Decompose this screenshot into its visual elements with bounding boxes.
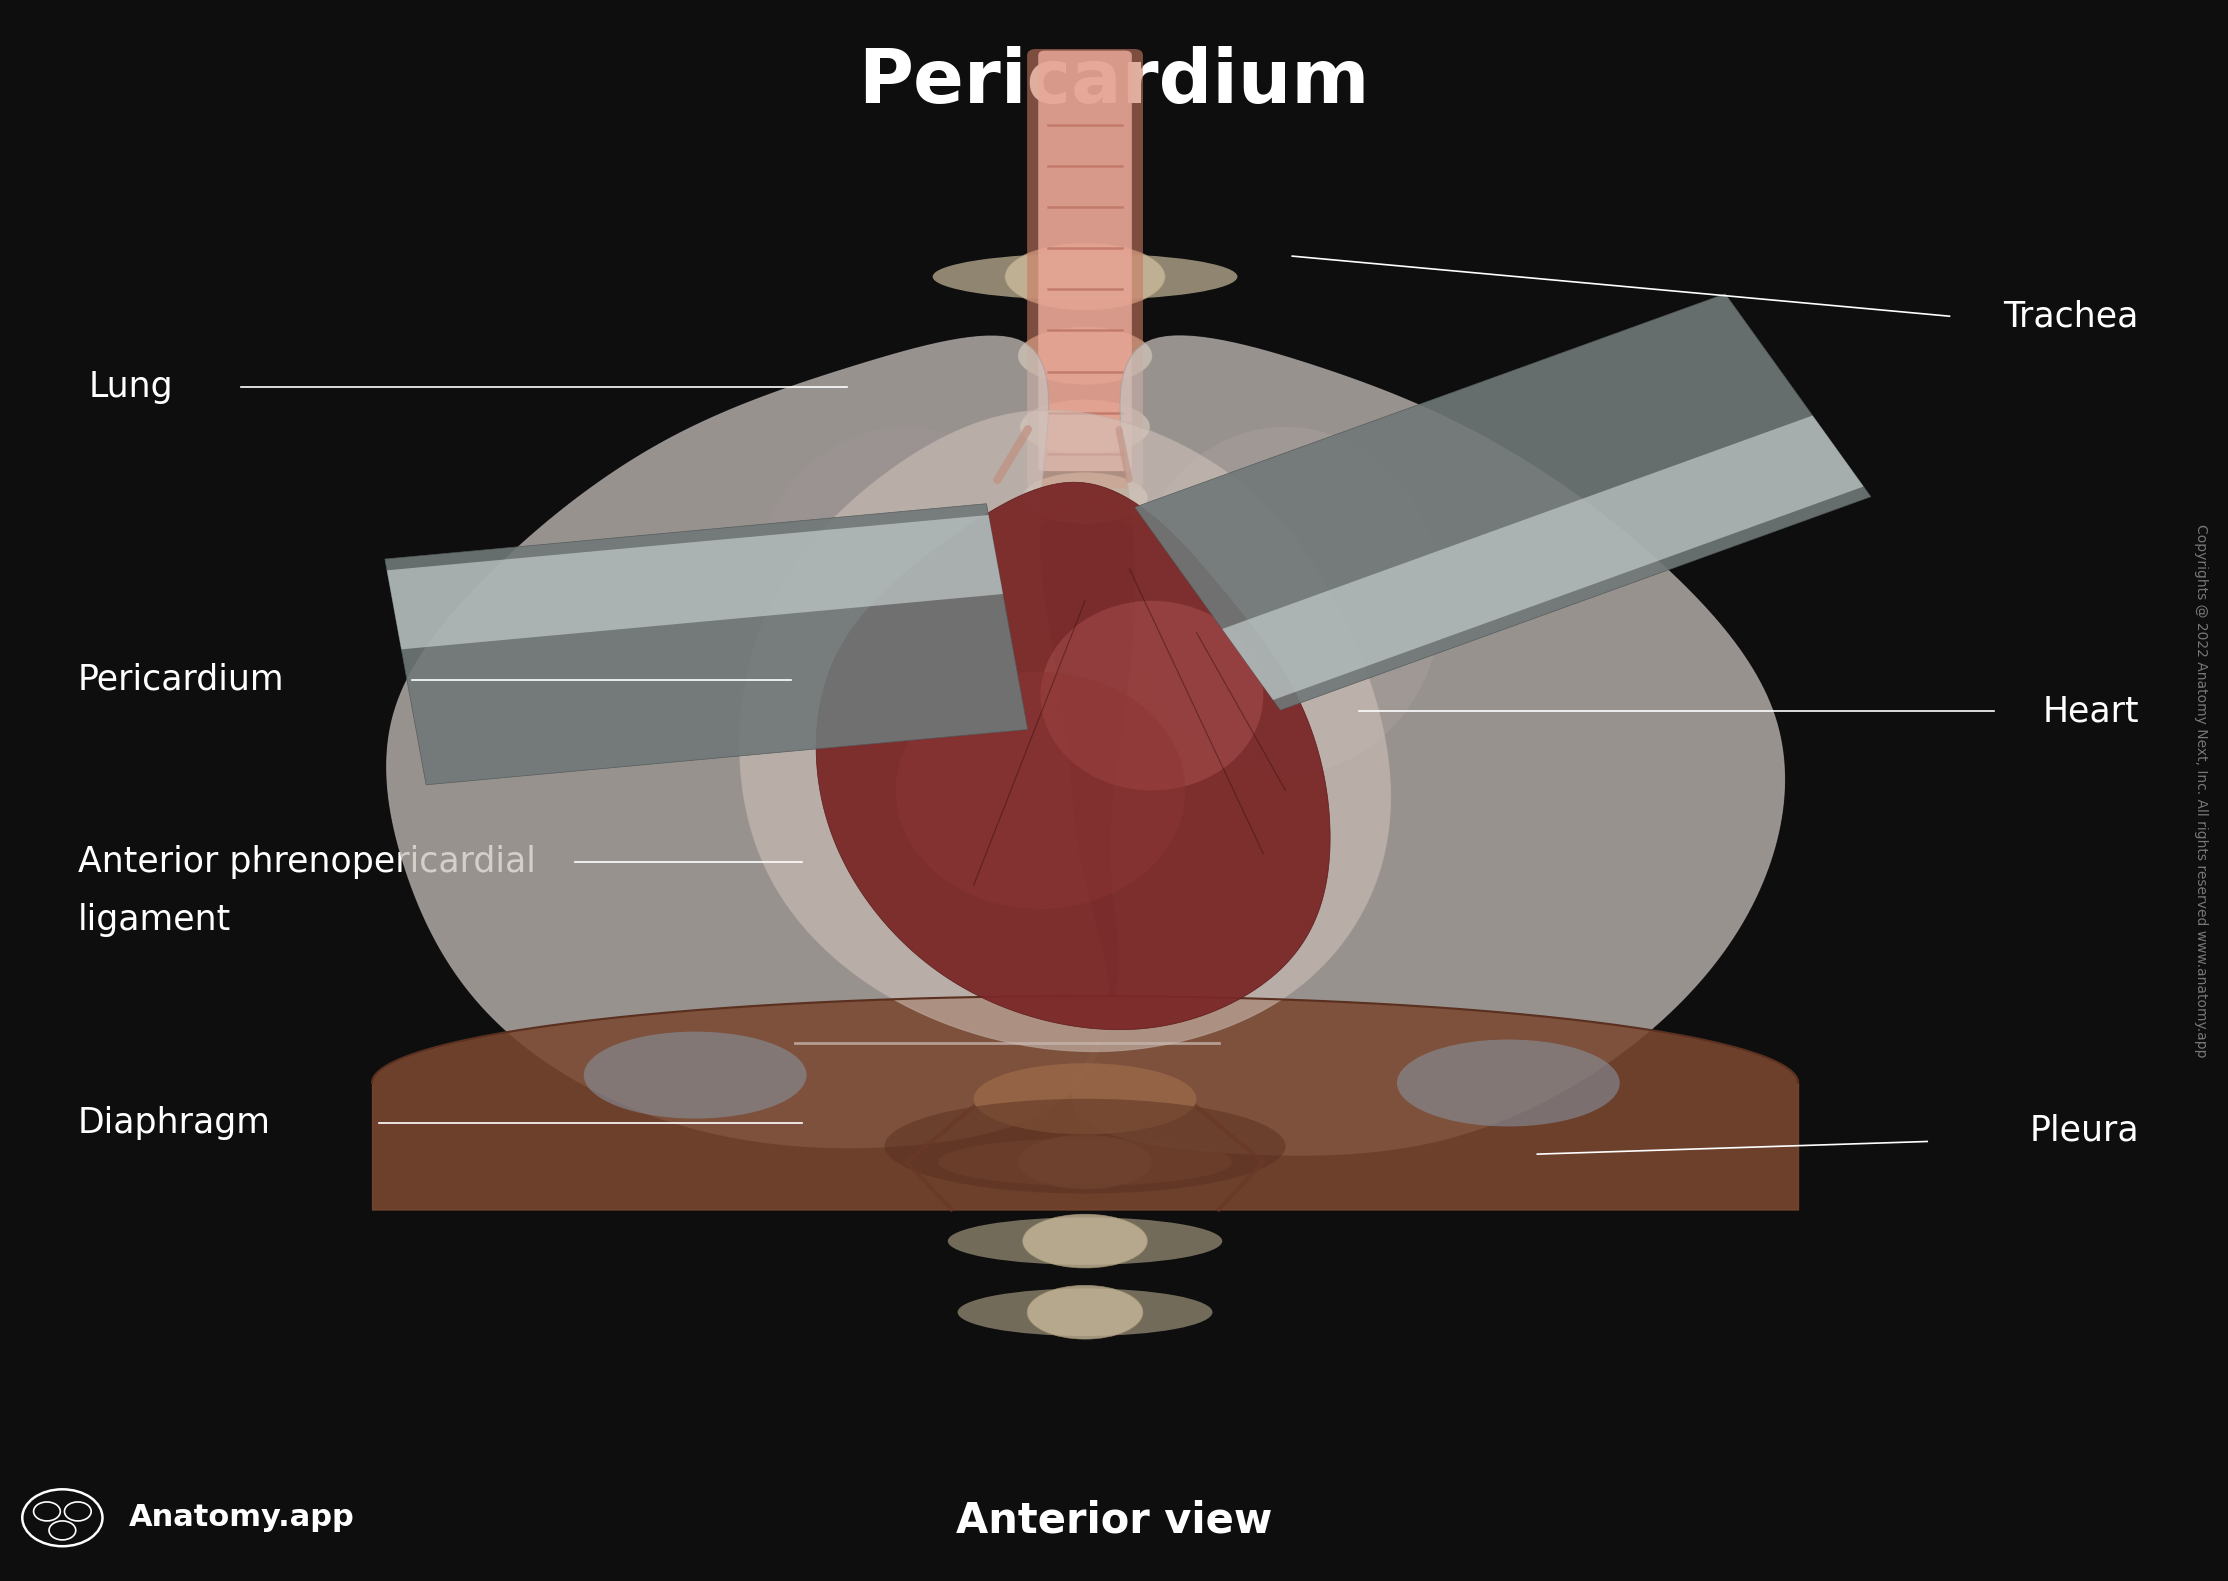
Polygon shape — [740, 409, 1390, 1051]
Polygon shape — [1223, 416, 1863, 700]
Text: Copyrights @ 2022 Anatomy Next, Inc. All rights reserved www.anatomy.app: Copyrights @ 2022 Anatomy Next, Inc. All… — [2195, 523, 2208, 1058]
Ellipse shape — [1005, 243, 1165, 310]
Polygon shape — [1134, 294, 1872, 710]
Ellipse shape — [1027, 1285, 1143, 1339]
Polygon shape — [1072, 335, 1785, 1156]
Ellipse shape — [1130, 427, 1442, 775]
Ellipse shape — [751, 427, 1063, 775]
Ellipse shape — [958, 1289, 1212, 1336]
Ellipse shape — [938, 1138, 1232, 1186]
Text: Anterior phrenopericardial: Anterior phrenopericardial — [78, 844, 537, 879]
Text: Pericardium: Pericardium — [858, 46, 1370, 119]
Ellipse shape — [1020, 400, 1150, 454]
Ellipse shape — [1040, 601, 1263, 790]
Ellipse shape — [1018, 327, 1152, 384]
Ellipse shape — [885, 1099, 1286, 1194]
Text: Anatomy.app: Anatomy.app — [129, 1504, 354, 1532]
Ellipse shape — [1397, 1040, 1620, 1126]
Ellipse shape — [974, 1062, 1196, 1134]
Polygon shape — [385, 504, 1027, 784]
Text: Anterior view: Anterior view — [956, 1500, 1272, 1541]
Polygon shape — [815, 482, 1330, 1029]
Ellipse shape — [896, 672, 1185, 909]
Text: Pleura: Pleura — [2030, 1113, 2139, 1148]
Ellipse shape — [947, 1217, 1223, 1265]
Ellipse shape — [584, 1031, 807, 1119]
Polygon shape — [388, 515, 1003, 650]
Ellipse shape — [934, 253, 1237, 300]
Ellipse shape — [1023, 1214, 1147, 1268]
Polygon shape — [388, 337, 1110, 1148]
Text: Lung: Lung — [89, 370, 174, 405]
Text: Pericardium: Pericardium — [78, 662, 285, 697]
FancyBboxPatch shape — [1038, 51, 1132, 471]
Text: Trachea: Trachea — [2003, 299, 2139, 334]
Ellipse shape — [1023, 473, 1147, 523]
Ellipse shape — [1018, 1135, 1152, 1189]
Text: Heart: Heart — [2043, 694, 2139, 729]
Text: ligament: ligament — [78, 903, 232, 938]
FancyBboxPatch shape — [1027, 49, 1143, 489]
Text: Diaphragm: Diaphragm — [78, 1105, 272, 1140]
